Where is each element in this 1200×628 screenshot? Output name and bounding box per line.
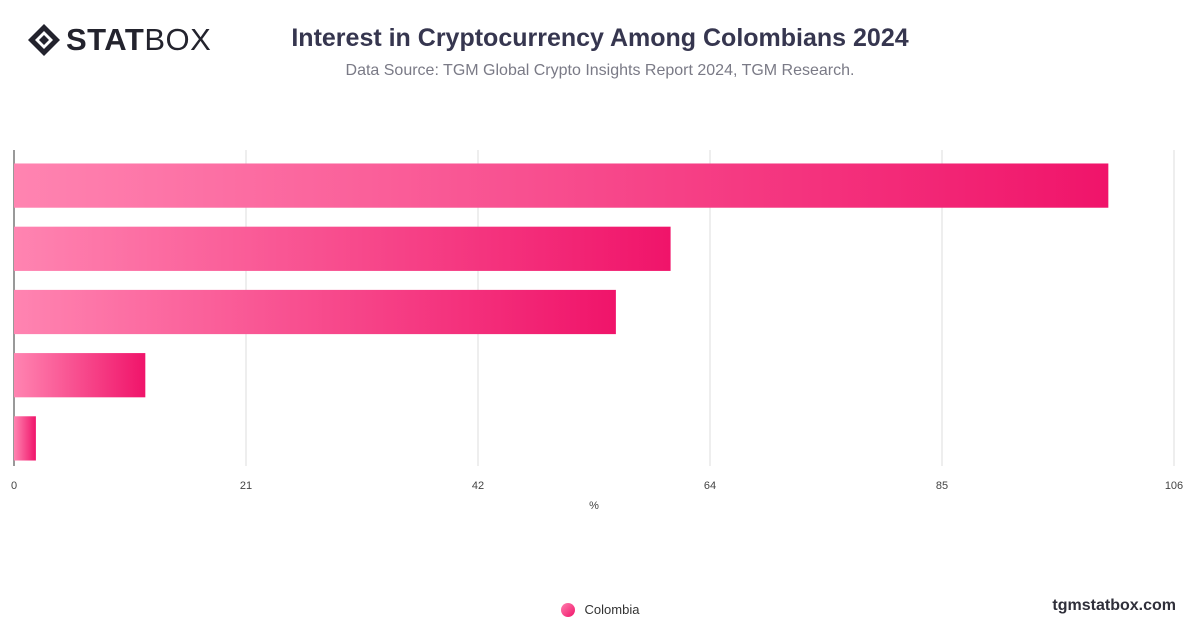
logo-text-bold: STAT xyxy=(66,22,145,57)
x-tick-label: 42 xyxy=(472,480,484,492)
statbox-logo: STATBOX xyxy=(26,22,211,58)
legend-marker xyxy=(560,602,575,617)
chart-subtitle: Data Source: TGM Global Crypto Insights … xyxy=(345,62,855,79)
bar-colombia-5 xyxy=(14,416,36,461)
x-tick-label: 64 xyxy=(704,480,716,492)
legend-label: Colombia xyxy=(584,602,640,617)
bar-chart: 0 21 42 64 85 106 % xyxy=(11,150,1183,512)
diamond-logo-icon xyxy=(28,24,60,56)
logo-wordmark: STATBOX xyxy=(66,22,211,58)
bar-colombia-4 xyxy=(14,353,146,398)
x-axis-label: % xyxy=(589,500,599,512)
logo-text-light: BOX xyxy=(144,22,212,57)
site-watermark: tgmstatbox.com xyxy=(1052,597,1176,614)
bar-colombia-2 xyxy=(14,226,671,271)
x-tick-label: 106 xyxy=(1165,480,1183,492)
legend: Colombia xyxy=(0,602,1200,617)
bar-colombia-3 xyxy=(14,289,616,335)
x-tick-label: 85 xyxy=(936,480,948,492)
x-tick-label: 0 xyxy=(11,480,17,492)
x-tick-label: 21 xyxy=(240,480,252,492)
chart-title: Interest in Cryptocurrency Among Colombi… xyxy=(291,24,909,52)
bar-colombia-1 xyxy=(14,163,1109,208)
